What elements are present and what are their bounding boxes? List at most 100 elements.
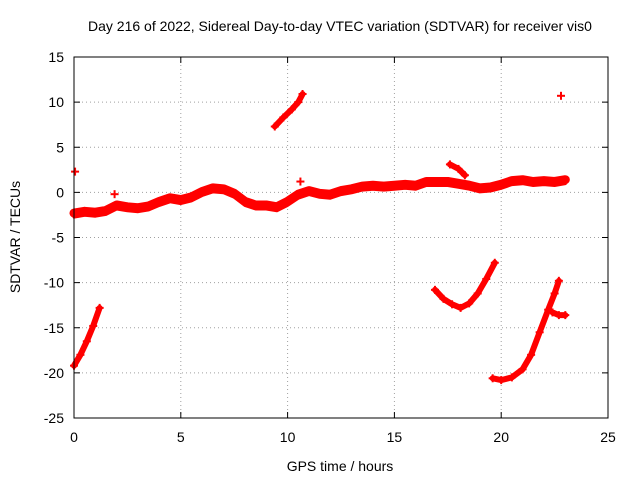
series-main-track-spread [72, 182, 567, 219]
point-arc-17-19h-7 [490, 258, 499, 267]
chart-title: Day 216 of 2022, Sidereal Day-to-day VTE… [88, 18, 592, 34]
y-tick-label--10: -10 [44, 275, 64, 291]
y-tick-label-5: 5 [56, 139, 64, 155]
y-tick-label--15: -15 [44, 320, 64, 336]
point-layer [71, 91, 566, 199]
point-tail-17-18h-0 [445, 160, 454, 169]
y-axis-label: SDTVAR / TECUs [7, 181, 23, 293]
point-arc-17-19h-4 [465, 299, 474, 308]
point-arc-start-1 [76, 350, 85, 359]
point-arc-17-19h-5 [473, 289, 482, 298]
point-main-track-6 [134, 203, 143, 212]
point-start [71, 167, 80, 176]
x-tick-label-25: 25 [600, 429, 616, 445]
point-main-track-37 [465, 181, 474, 190]
point-arc-20-23h-2 [507, 373, 516, 382]
point-main-track-36 [454, 179, 463, 188]
point-main-track-33 [422, 177, 431, 186]
y-tick-label-0: 0 [56, 184, 64, 200]
point-main-track-46 [561, 175, 570, 184]
point-arc-start-3 [89, 321, 98, 330]
point-main-track-4 [112, 201, 121, 210]
point-arc-20-23h-0 [488, 374, 497, 383]
point-main-track-29 [379, 182, 388, 191]
point-main-track-45 [550, 177, 559, 186]
point-arc-20-23h-4 [527, 350, 536, 359]
point-main-track-21 [294, 190, 303, 199]
x-tick-label-5: 5 [177, 429, 185, 445]
point-arc-20-23h-6 [544, 305, 553, 314]
point-main-track-41 [507, 176, 516, 185]
point-segment-near-10h-1 [279, 113, 288, 122]
point-main-track-15 [230, 189, 239, 198]
point-main-track-3 [102, 206, 111, 215]
point-segment-near-10h-2 [287, 105, 296, 114]
point-tail-23h-2 [561, 311, 570, 320]
point-main-track-39 [486, 182, 495, 191]
x-tick-label-0: 0 [70, 429, 78, 445]
point-main-track-22 [304, 186, 313, 195]
point-main-track-30 [390, 181, 399, 190]
x-axis: 0 5 10 15 20 25 [70, 57, 616, 445]
point-main-track-44 [539, 176, 548, 185]
point-main-track-27 [358, 182, 367, 191]
y-tick-label--5: -5 [52, 230, 65, 246]
point-main-track-9 [166, 193, 175, 202]
point-main-track-11 [187, 192, 196, 201]
point-main-track-1 [80, 207, 89, 216]
point-arc-17-19h-2 [448, 300, 457, 309]
point-arc-17-19h-6 [482, 275, 491, 284]
point-main-track-32 [411, 181, 420, 190]
point-main-track-5 [123, 202, 132, 211]
point-arc-20-23h-1 [497, 376, 506, 385]
point-main-track-34 [433, 177, 442, 186]
point-segment-near-10h-4 [298, 90, 307, 99]
point-10h [296, 177, 305, 186]
point-main-track-2 [91, 208, 100, 217]
point-main-track-24 [326, 190, 335, 199]
x-axis-label: GPS time / hours [287, 458, 394, 474]
point-main-track-8 [155, 197, 164, 206]
point-main-track-26 [347, 184, 356, 193]
point-main-track-20 [283, 197, 292, 206]
point-main-track-18 [262, 201, 271, 210]
point-tail-17-18h-1 [454, 164, 463, 173]
y-tick-label-10: 10 [48, 94, 64, 110]
point-arc-start-4 [95, 303, 104, 312]
y-axis: -25 -20 -15 -10 -5 0 5 10 15 [44, 49, 608, 426]
series-layer [69, 90, 570, 385]
point-main-track-42 [518, 175, 527, 184]
point-23h [557, 91, 566, 100]
point-arc-17-19h-3 [456, 303, 465, 312]
point-main-track-25 [337, 186, 345, 195]
point-main-track-12 [198, 187, 207, 196]
point-tail-23h-0 [548, 308, 557, 317]
point-segment-near-10h-0 [270, 122, 279, 131]
point-segment-near-10h-3 [294, 98, 303, 107]
y-tick-label-15: 15 [48, 49, 64, 65]
point-arc-20-23h-3 [518, 365, 527, 374]
point-main-track-38 [475, 183, 484, 192]
y-tick-label--25: -25 [44, 410, 64, 426]
point-2h [110, 190, 119, 199]
point-arc-start-2 [82, 337, 91, 346]
point-main-track-14 [219, 184, 228, 193]
x-tick-label-20: 20 [493, 429, 509, 445]
point-main-track-43 [529, 177, 538, 186]
point-main-track-13 [208, 183, 217, 192]
point-arc-20-23h-5 [535, 328, 544, 337]
point-main-track-10 [176, 195, 185, 204]
point-main-track-31 [401, 180, 410, 189]
point-main-track-23 [315, 189, 324, 198]
point-arc-17-19h-1 [439, 294, 448, 303]
y-tick-label--20: -20 [44, 365, 64, 381]
point-arc-20-23h-8 [554, 276, 563, 285]
point-main-track-16 [240, 197, 249, 206]
point-main-track-28 [369, 181, 378, 190]
point-main-track-35 [443, 177, 452, 186]
point-main-track-40 [497, 180, 506, 189]
point-tail-17-18h-2 [460, 171, 469, 180]
point-arc-20-23h-7 [550, 289, 559, 298]
